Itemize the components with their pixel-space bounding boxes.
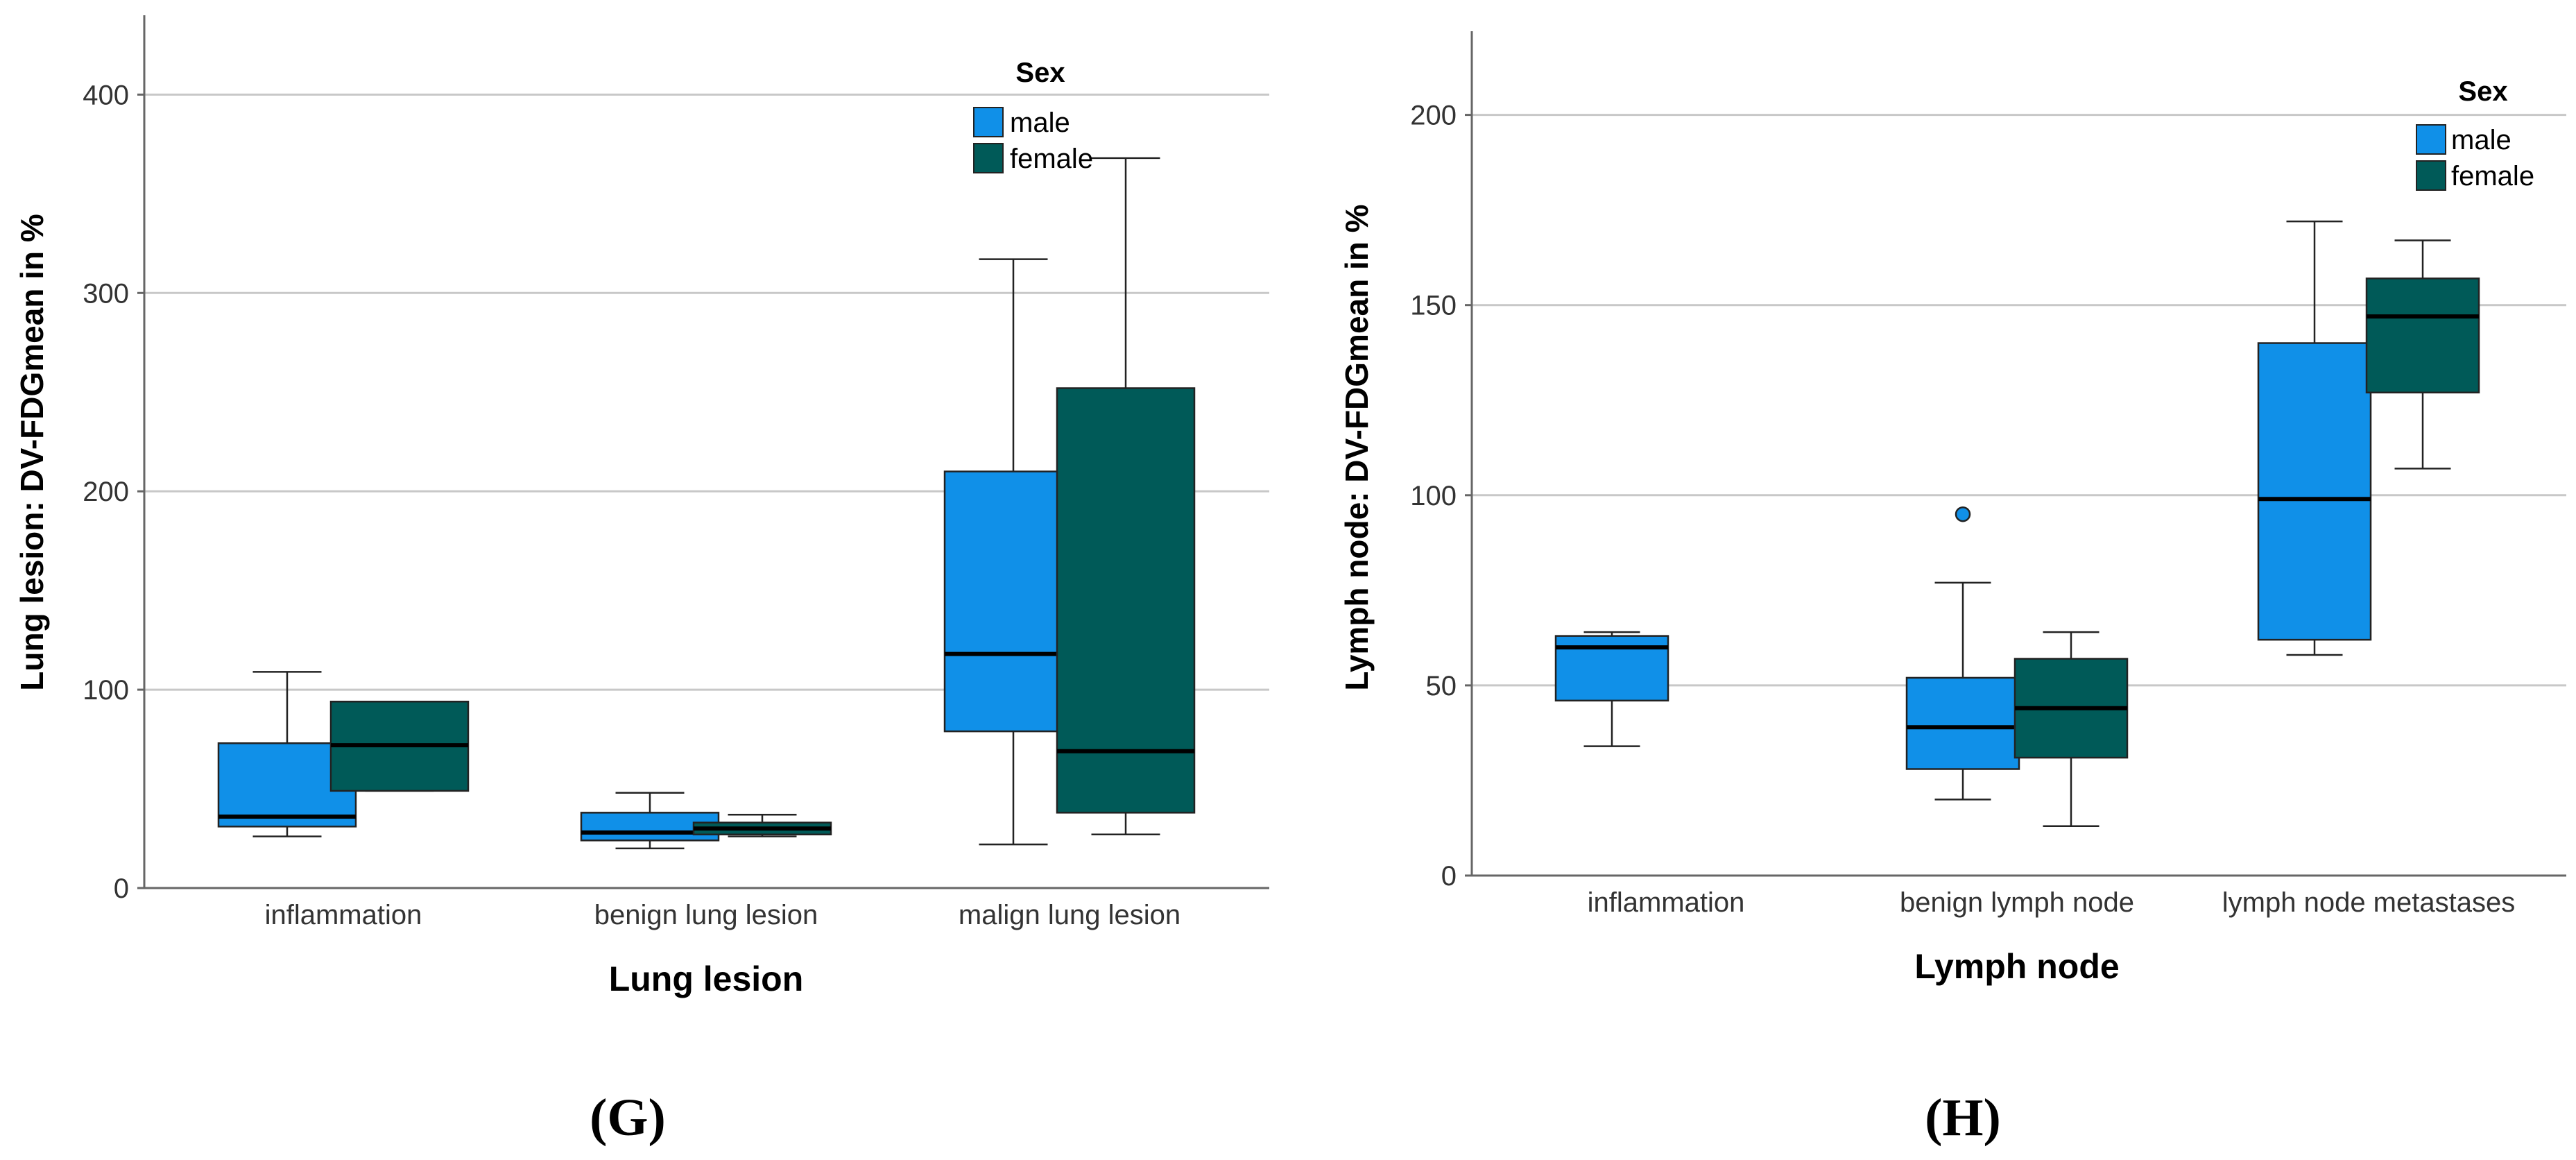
category-label-inflammation: inflammation — [1588, 887, 1745, 918]
category-label-benign-lymph-node: benign lymph node — [1900, 887, 2134, 918]
box-female-benign-lung-lesion — [692, 813, 832, 837]
gridlines — [1472, 114, 2566, 687]
y-tick-label-200: 200 — [1410, 101, 1457, 131]
box-plots — [217, 157, 1196, 850]
category-label-benign-lung-lesion: benign lung lesion — [594, 900, 818, 930]
category-label-inflammation: inflammation — [265, 900, 422, 930]
box-plots — [1554, 220, 2480, 827]
box-female-malign-lung-lesion — [1056, 157, 1196, 836]
y-tick-labels: 0 100 200 300 400 — [83, 80, 144, 904]
y-tick-label-200: 200 — [83, 477, 129, 507]
box-female-benign-lymph-node — [2013, 631, 2129, 827]
legend: Sex male female — [973, 58, 1093, 174]
panel-label-g: (G) — [590, 1089, 666, 1147]
y-tick-label-100: 100 — [1410, 481, 1457, 511]
y-tick-label-100: 100 — [83, 675, 129, 706]
y-axis-title: Lymph node: DV-FDGmean in % — [1339, 204, 1375, 690]
legend-swatch-female — [973, 143, 1004, 173]
y-tick-label-400: 400 — [83, 80, 129, 110]
box-iqr-male-lymph-node-metastases — [2257, 342, 2372, 641]
y-tick-label-300: 300 — [83, 278, 129, 309]
outlier-point-male-benign-lymph-node-0 — [1955, 506, 1971, 522]
legend-swatch-female — [2416, 160, 2446, 191]
y-tick-labels: 0 50 100 150 200 — [1410, 101, 1472, 892]
category-label-malign-lung-lesion: malign lung lesion — [959, 900, 1180, 930]
x-axis-title: Lymph node — [1914, 947, 2119, 986]
panel-h: 0 50 100 150 200 inflammation benign lymph n… — [1339, 31, 2566, 1147]
box-male-inflammation — [1554, 631, 1669, 747]
category-label-lymph-node-metastases: lymph node metastases — [2222, 887, 2515, 918]
box-iqr-female-malign-lung-lesion — [1056, 387, 1196, 814]
box-male-benign-lymph-node — [1905, 506, 2020, 801]
legend-label-female: female — [2451, 161, 2534, 191]
panel-label-h: (H) — [1925, 1089, 2001, 1147]
legend-label-male: male — [1010, 108, 1070, 138]
panel-g: 0 100 200 300 400 inflammation benign lung l… — [14, 15, 1269, 1147]
y-tick-label-0: 0 — [1441, 861, 1457, 892]
legend-swatch-male — [2416, 124, 2446, 155]
box-female-lymph-node-metastases — [2365, 239, 2480, 470]
legend-label-female: female — [1010, 144, 1093, 174]
box-iqr-male-benign-lymph-node — [1905, 676, 2020, 770]
y-tick-label-50: 50 — [1426, 671, 1457, 701]
legend: Sex male female — [2416, 76, 2534, 191]
box-male-benign-lung-lesion — [580, 792, 720, 850]
legend-title: Sex — [1015, 58, 1065, 88]
legend-swatch-male — [973, 107, 1004, 137]
box-male-lymph-node-metastases — [2257, 220, 2372, 656]
y-axis-title: Lung lesion: DV-FDGmean in % — [14, 214, 50, 690]
legend-label-male: male — [2451, 125, 2511, 155]
y-tick-label-150: 150 — [1410, 291, 1457, 321]
y-tick-label-0: 0 — [114, 873, 129, 904]
box-female-inflammation — [329, 700, 470, 792]
x-axis-title: Lung lesion — [609, 959, 804, 998]
legend-title: Sex — [2458, 76, 2507, 107]
box-iqr-female-lymph-node-metastases — [2365, 278, 2480, 394]
